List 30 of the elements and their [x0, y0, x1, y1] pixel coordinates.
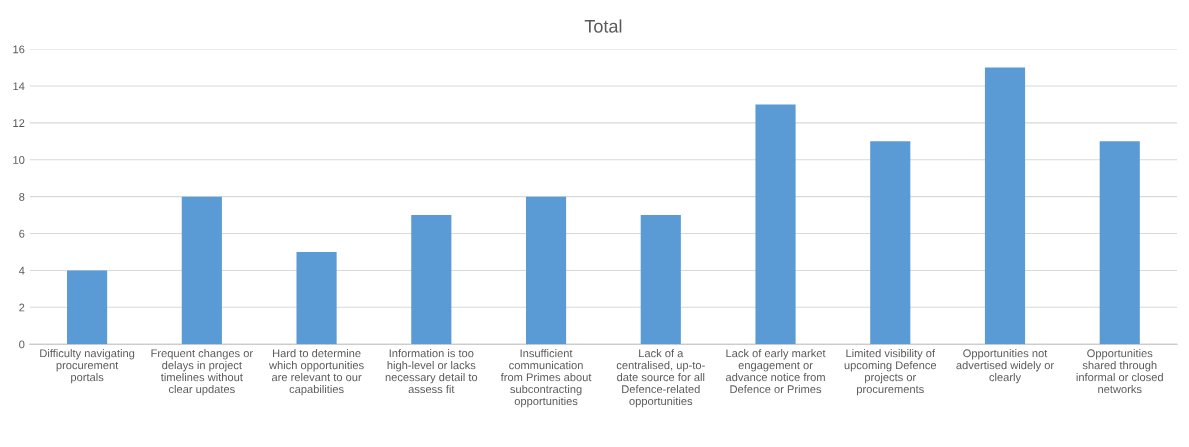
bar [640, 215, 681, 345]
chart-title: Total [584, 19, 622, 33]
y-tick-label: 16 [13, 45, 25, 54]
y-tick-label: 10 [13, 156, 25, 164]
bar [411, 215, 452, 345]
y-tick-label: 4 [18, 266, 25, 275]
x-tick-label: Frequent changes or delays in project timelines without clear updates [151, 349, 253, 396]
x-tick-label: Limited visibility of upcoming Defence projects or procurements [844, 349, 937, 396]
y-tick-label: 6 [19, 229, 25, 238]
x-tick-label: Opportunities shared through informal or closed networks [1076, 349, 1163, 394]
x-tick-label: Hard to determine which opportunities are relevant to our capabilities [269, 349, 364, 396]
x-tick-label: Lack of a centralised, up-to- date source for all Defence-related opportunities [616, 349, 705, 408]
x-tick-label: Insufficient communication from Primes about subcontracting opportunities [500, 349, 592, 408]
bar [755, 104, 796, 345]
bar [525, 196, 567, 345]
x-tick-label: Information is too high-level or lacks necessary detail to assess fit [385, 349, 478, 394]
y-tick-label: 12 [13, 119, 25, 127]
bar [984, 67, 1026, 345]
y-tick-label: 0 [19, 340, 25, 349]
y-tick-label: 2 [19, 303, 25, 312]
bar [1099, 141, 1140, 345]
bar [296, 252, 337, 345]
bar [181, 196, 222, 345]
y-tick-label: 14 [13, 82, 25, 91]
bar [67, 270, 108, 345]
x-tick-label: Opportunities not advertised widely or clearly [956, 349, 1054, 384]
x-tick-label: Lack of early market engagement or advance notice from Defence or Primes [725, 349, 826, 394]
y-tick-label: 8 [19, 192, 25, 201]
bar [870, 141, 911, 345]
x-tick-label: Difficulty navigating procurement portals [40, 349, 135, 384]
